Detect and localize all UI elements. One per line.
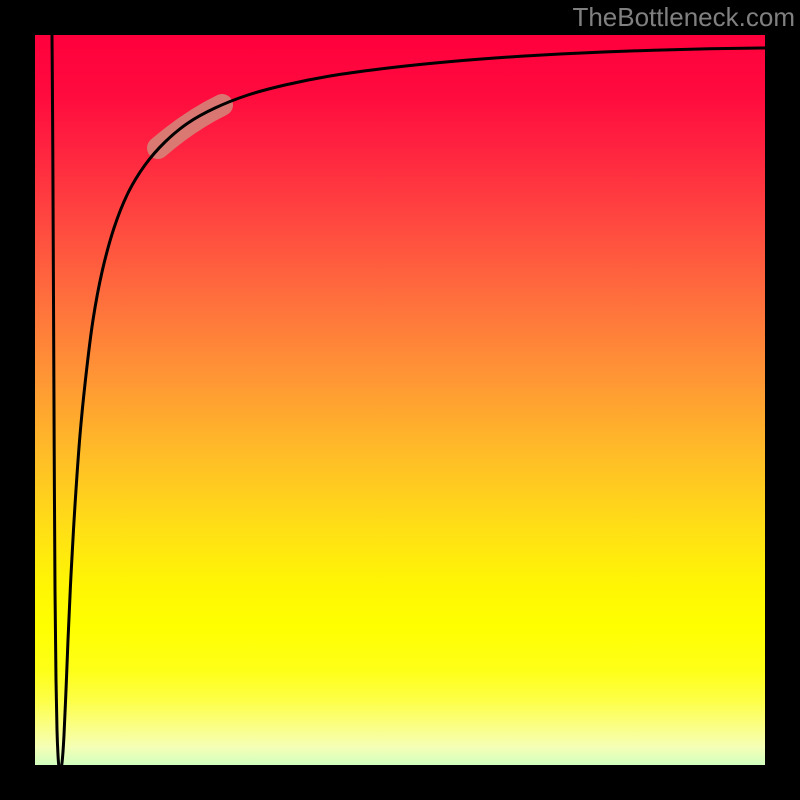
- watermark-text: TheBottleneck.com: [572, 2, 795, 33]
- chart-container: TheBottleneck.com: [0, 0, 800, 800]
- chart-svg: [0, 0, 800, 800]
